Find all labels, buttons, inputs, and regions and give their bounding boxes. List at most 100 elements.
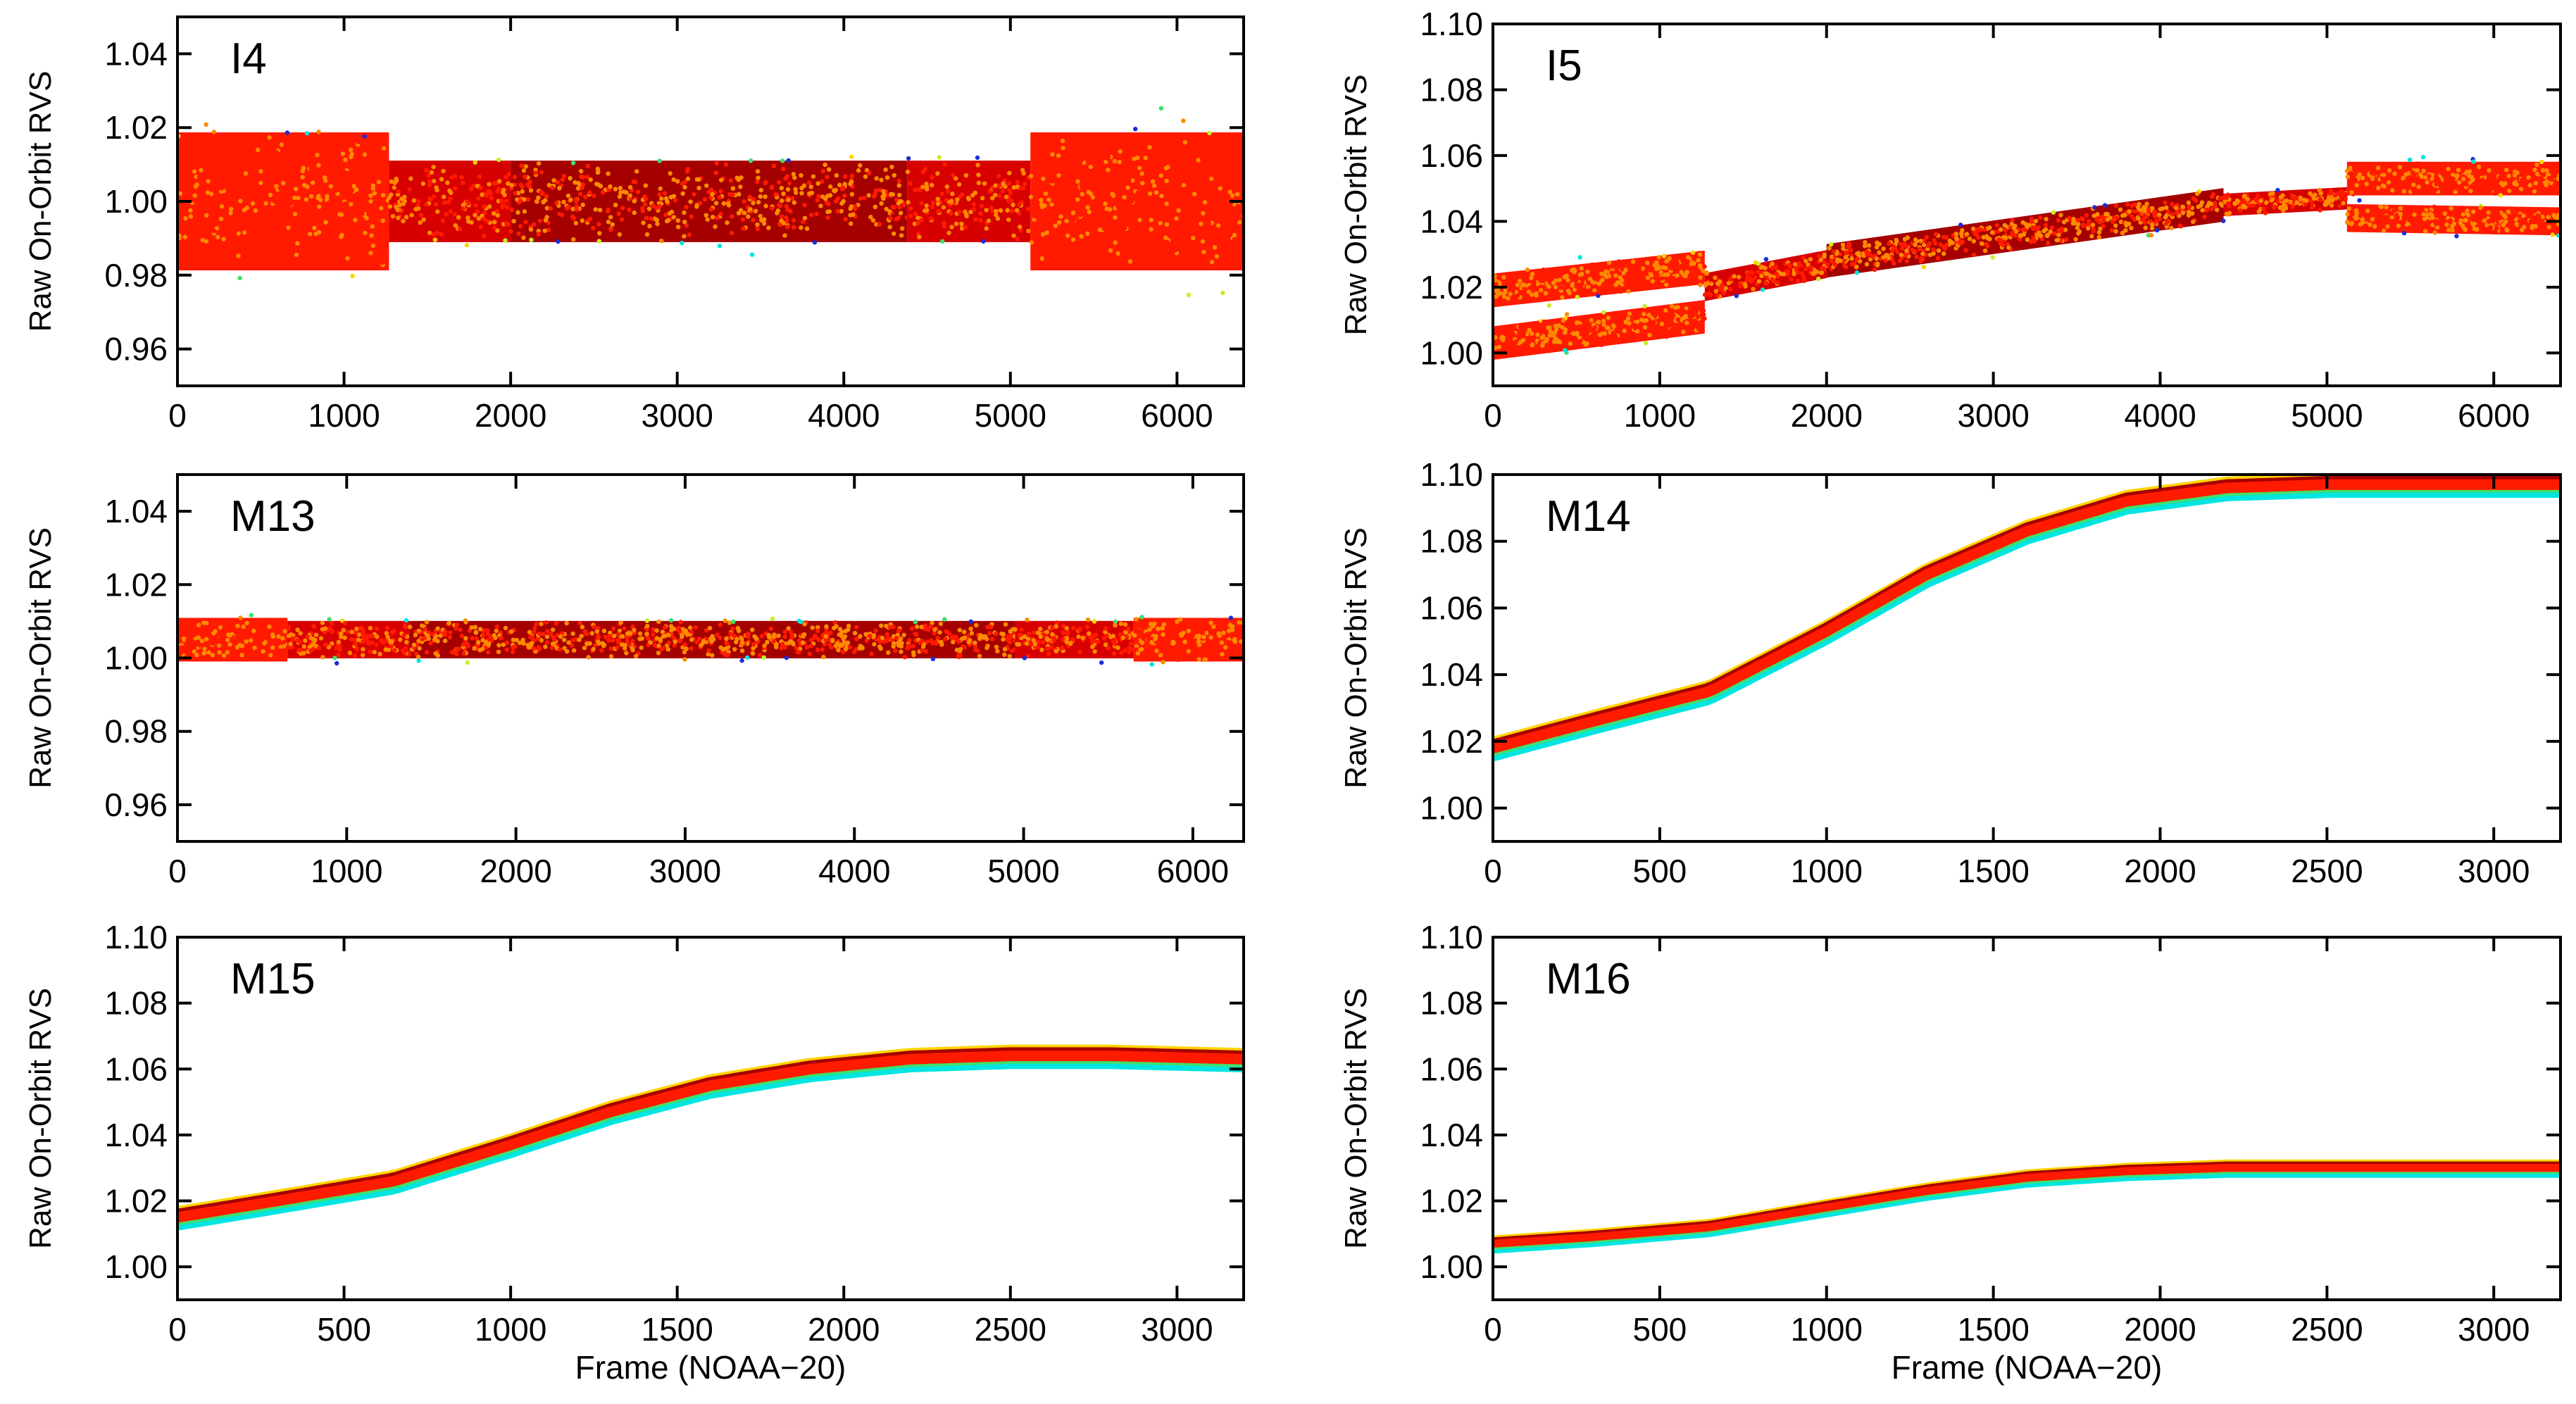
- data-point: [2410, 208, 2415, 213]
- data-point: [2180, 211, 2185, 215]
- data-point: [608, 215, 613, 220]
- data-point: [288, 641, 293, 646]
- data-point: [821, 655, 826, 660]
- data-point: [672, 643, 677, 648]
- data-point: [584, 175, 590, 180]
- data-point: [1941, 251, 1946, 256]
- data-point: [2528, 164, 2533, 169]
- x-tick-label: 2000: [475, 397, 546, 434]
- data-point: [2349, 190, 2354, 195]
- data-point: [1792, 262, 1798, 267]
- data-point: [1154, 648, 1159, 653]
- data-point: [611, 626, 616, 631]
- data-point: [200, 237, 205, 243]
- data-point: [1060, 645, 1065, 651]
- data-point: [2029, 219, 2034, 224]
- data-point: [509, 182, 514, 188]
- data-point: [395, 207, 400, 213]
- data-point: [962, 629, 967, 634]
- data-point: [1535, 332, 1540, 337]
- data-point: [2270, 197, 2275, 202]
- data-point: [820, 168, 825, 174]
- data-point: [2453, 189, 2458, 194]
- data-point: [370, 224, 375, 229]
- data-point: [1237, 215, 1242, 220]
- data-point: [539, 170, 544, 175]
- data-point: [370, 634, 375, 639]
- data-point: [1037, 246, 1042, 251]
- data-point: [1009, 198, 1014, 203]
- y-tick-label: 1.10: [1420, 919, 1483, 955]
- data-point: [884, 632, 889, 637]
- data-point: [346, 219, 352, 224]
- data-point: [753, 208, 758, 213]
- data-point: [2486, 210, 2491, 215]
- data-point: [188, 641, 194, 646]
- data-point: [550, 185, 555, 190]
- data-point: [301, 644, 306, 649]
- data-point: [520, 189, 525, 194]
- data-point: [613, 187, 618, 192]
- data-point: [2140, 217, 2145, 222]
- y-axis-label: Raw On-Orbit RVS: [1339, 75, 1373, 336]
- data-point: [249, 638, 254, 643]
- data-point: [340, 151, 346, 156]
- data-point: [1094, 639, 1100, 644]
- data-point: [930, 182, 934, 188]
- data-point: [2137, 207, 2142, 212]
- data-point: [1701, 268, 1706, 274]
- data-point: [277, 228, 282, 234]
- data-point: [920, 170, 926, 175]
- data-point: [928, 624, 934, 629]
- data-point: [2373, 171, 2379, 176]
- data-point: [915, 220, 920, 226]
- data-point: [2278, 195, 2283, 200]
- data-point: [431, 232, 436, 237]
- data-point: [897, 205, 902, 210]
- data-point: [815, 198, 820, 203]
- y-tick-label: 1.06: [1420, 137, 1483, 174]
- data-point: [1652, 263, 1657, 268]
- data-point: [1080, 636, 1085, 641]
- data-point: [519, 163, 524, 168]
- data-point: [1695, 315, 1700, 320]
- data-point: [497, 179, 502, 184]
- data-point: [1656, 255, 1661, 260]
- data-point: [205, 632, 210, 637]
- data-point: [874, 222, 879, 227]
- data-point: [1669, 265, 1674, 270]
- data-point: [1223, 199, 1227, 204]
- data-point: [1696, 326, 1701, 332]
- data-point: [1663, 265, 1668, 270]
- data-point: [759, 634, 765, 639]
- data-point: [786, 626, 791, 631]
- data-point: [1228, 175, 1233, 180]
- data-point: [211, 631, 216, 636]
- data-point: [2376, 185, 2381, 191]
- data-point: [1003, 622, 1008, 627]
- data-point: [220, 173, 226, 177]
- data-point: [1591, 274, 1596, 279]
- data-point: [349, 637, 354, 641]
- data-point: [551, 178, 556, 183]
- data-point: [858, 196, 863, 201]
- data-point: [2447, 211, 2452, 216]
- data-point: [682, 220, 687, 225]
- data-point: [204, 637, 209, 641]
- data-point: [1147, 627, 1152, 632]
- data-point: [286, 633, 292, 639]
- data-point: [197, 643, 202, 648]
- data-point: [1684, 320, 1689, 325]
- data-point: [932, 627, 937, 632]
- data-point: [323, 626, 328, 631]
- data-point: [586, 655, 591, 660]
- data-point: [1045, 177, 1050, 182]
- data-point: [404, 215, 409, 220]
- data-point: [1017, 632, 1022, 638]
- data-point: [2415, 168, 2420, 173]
- data-point: [2494, 187, 2499, 192]
- data-point: [473, 203, 478, 208]
- data-point: [1150, 179, 1156, 184]
- data-point: [428, 641, 433, 646]
- x-tick-label: 500: [317, 1311, 371, 1348]
